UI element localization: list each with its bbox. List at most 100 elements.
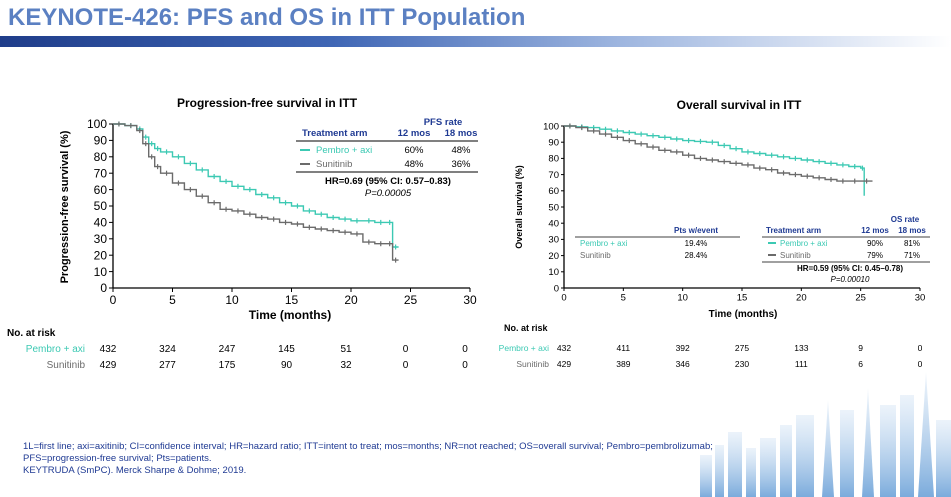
os-y-tick-label: 50: [548, 202, 559, 213]
pfs-x-axis-label: Time (months): [249, 308, 331, 322]
os-x-axis-label: Time (months): [709, 309, 778, 320]
pfs-y-tick-label: 60: [94, 183, 108, 197]
pfs-series-sunitinib-line: [113, 123, 399, 261]
os-hazard-ratio: HR=0.59 (95% CI: 0.45–0.78): [797, 264, 903, 273]
pfs-y-axis-label: Progression-free survival (%): [59, 130, 71, 283]
pfs-y-tick-label: 100: [87, 117, 107, 131]
pfs-series: [113, 121, 399, 263]
os-table-row-pembro-arm: Pembro + axi: [780, 239, 828, 248]
pfs-y-tick-label: 10: [94, 265, 108, 279]
pfs-x-tick-label: 25: [404, 293, 418, 307]
os-risk-title: No. at risk: [504, 323, 549, 333]
os-events-row-pembro-value: 19.4%: [685, 239, 708, 248]
pfs-x-tick-label: 0: [110, 293, 117, 307]
pfs-hazard-ratio: HR=0.69 (95% CI: 0.57–0.83): [325, 176, 451, 187]
os-series-pembro-line: [564, 125, 865, 196]
pfs-risk-label-pembro: Pembro + axi: [26, 344, 85, 355]
os-risk-value: 0: [918, 343, 923, 353]
pfs-risk-value: 432: [100, 344, 117, 355]
pfs-y-tick-label: 20: [94, 248, 108, 262]
os-y-tick-label: 30: [548, 235, 559, 246]
pfs-table-row-pembro-18: 48%: [451, 145, 471, 156]
os-table-row-sunitinib-18: 71%: [904, 251, 920, 260]
os-risk-value: 111: [795, 359, 808, 369]
os-events-row-sunitinib-value: 28.4%: [685, 251, 708, 260]
pfs-table-col-arm: Treatment arm: [302, 128, 367, 139]
footnote-line-2: PFS=progression-free survival; Pts=patie…: [23, 453, 212, 464]
pfs-risk-value: 247: [219, 344, 236, 355]
os-y-tick-label: 40: [548, 219, 559, 230]
pfs-table-col-12mos: 12 mos: [398, 128, 431, 139]
pfs-y-tick-label: 40: [94, 216, 108, 230]
pfs-risk-value: 0: [462, 344, 468, 355]
os-x-tick-label: 25: [855, 293, 866, 304]
pfs-risk-value: 145: [278, 344, 295, 355]
os-y-tick-label: 20: [548, 251, 559, 262]
pfs-y-tick-label: 80: [94, 150, 108, 164]
os-y-tick-label: 100: [543, 121, 559, 132]
os-chart-title: Overall survival in ITT: [677, 98, 802, 112]
pfs-y-tick-label: 50: [94, 199, 108, 213]
os-risk-value: 6: [858, 359, 863, 369]
pfs-risk-title: No. at risk: [7, 328, 56, 339]
os-table-col-18mos: 18 mos: [898, 226, 926, 235]
os-table-row-sunitinib-12: 79%: [867, 251, 883, 260]
os-table-row-sunitinib-arm: Sunitinib: [780, 251, 811, 260]
os-series: [564, 123, 873, 196]
pfs-risk-value: 90: [281, 360, 293, 371]
pfs-risk-value: 429: [100, 360, 117, 371]
os-x-tick-label: 20: [796, 293, 807, 304]
pfs-table-row-pembro-arm: Pembro + axi: [316, 145, 372, 156]
os-y-tick-label: 90: [548, 138, 559, 149]
pfs-risk-values: 432 324 247 145 51 0 0 429 277 175 90 32 0 0: [100, 344, 469, 371]
pfs-table-row-sunitinib-18: 36%: [451, 159, 471, 170]
os-risk-value: 346: [676, 359, 690, 369]
os-x-tick-label: 0: [561, 293, 566, 304]
os-y-tick-label: 70: [548, 170, 559, 181]
pfs-risk-value: 0: [403, 344, 409, 355]
os-x-tick-label: 15: [737, 293, 748, 304]
os-risk-values: 432 411 392 275 133 9 0 429 389 346 230 111 6 0: [557, 343, 923, 369]
footnote-line-3: KEYTRUDA (SmPC). Merck Sharpe & Dohme; 2…: [23, 465, 247, 476]
pfs-p-value: P=0.00005: [365, 188, 412, 199]
footnote: 1L=first line; axi=axitinib; CI=confiden…: [23, 441, 923, 477]
os-table-col-arm: Treatment arm: [766, 226, 821, 235]
pfs-x-tick-label: 5: [169, 293, 176, 307]
os-risk-value: 432: [557, 343, 571, 353]
os-risk-label-pembro: Pembro + axi: [499, 343, 549, 353]
os-table-row-pembro-12: 90%: [867, 239, 883, 248]
os-x-tick-label: 5: [621, 293, 626, 304]
title-underline-bar: [0, 36, 951, 47]
pfs-risk-value: 0: [403, 360, 409, 371]
os-y-tick-label: 10: [548, 267, 559, 278]
os-axes: 0 5 10 15 20 25 30 0 10 20 30 40 50 60 70 80 90 100: [543, 121, 925, 303]
pfs-risk-label-sunitinib: Sunitinib: [47, 360, 86, 371]
os-events-col-header: Pts w/event: [674, 226, 718, 235]
os-risk-value: 411: [617, 343, 631, 353]
os-p-value: P=0.00010: [831, 275, 870, 284]
pfs-x-tick-label: 30: [463, 293, 477, 307]
os-x-tick-label: 10: [677, 293, 688, 304]
pfs-risk-value: 324: [159, 344, 176, 355]
pfs-risk-value: 277: [159, 360, 176, 371]
pfs-risk-value: 175: [219, 360, 236, 371]
pfs-y-tick-label: 0: [100, 281, 107, 295]
os-events-row-sunitinib-arm: Sunitinib: [580, 251, 611, 260]
pfs-x-tick-label: 20: [344, 293, 358, 307]
footnote-line-1: 1L=first line; axi=axitinib; CI=confiden…: [23, 441, 713, 452]
pfs-table-col-18mos: 18 mos: [445, 128, 478, 139]
pfs-table-row-sunitinib-12: 48%: [404, 159, 424, 170]
pfs-y-tick-label: 70: [94, 166, 108, 180]
pfs-x-tick-label: 10: [225, 293, 239, 307]
pfs-risk-table: No. at risk Pembro + axi Sunitinib 432 32…: [7, 328, 468, 371]
pfs-table-row-pembro-12: 60%: [404, 145, 424, 156]
os-risk-value: 275: [735, 343, 749, 353]
os-y-tick-label: 60: [548, 186, 559, 197]
os-y-axis-label: Overall survival (%): [514, 165, 524, 249]
pfs-risk-value: 32: [340, 360, 352, 371]
os-risk-label-sunitinib: Sunitinib: [516, 359, 549, 369]
pfs-rate-table: PFS rate Treatment arm 12 mos 18 mos Pem…: [296, 117, 478, 199]
